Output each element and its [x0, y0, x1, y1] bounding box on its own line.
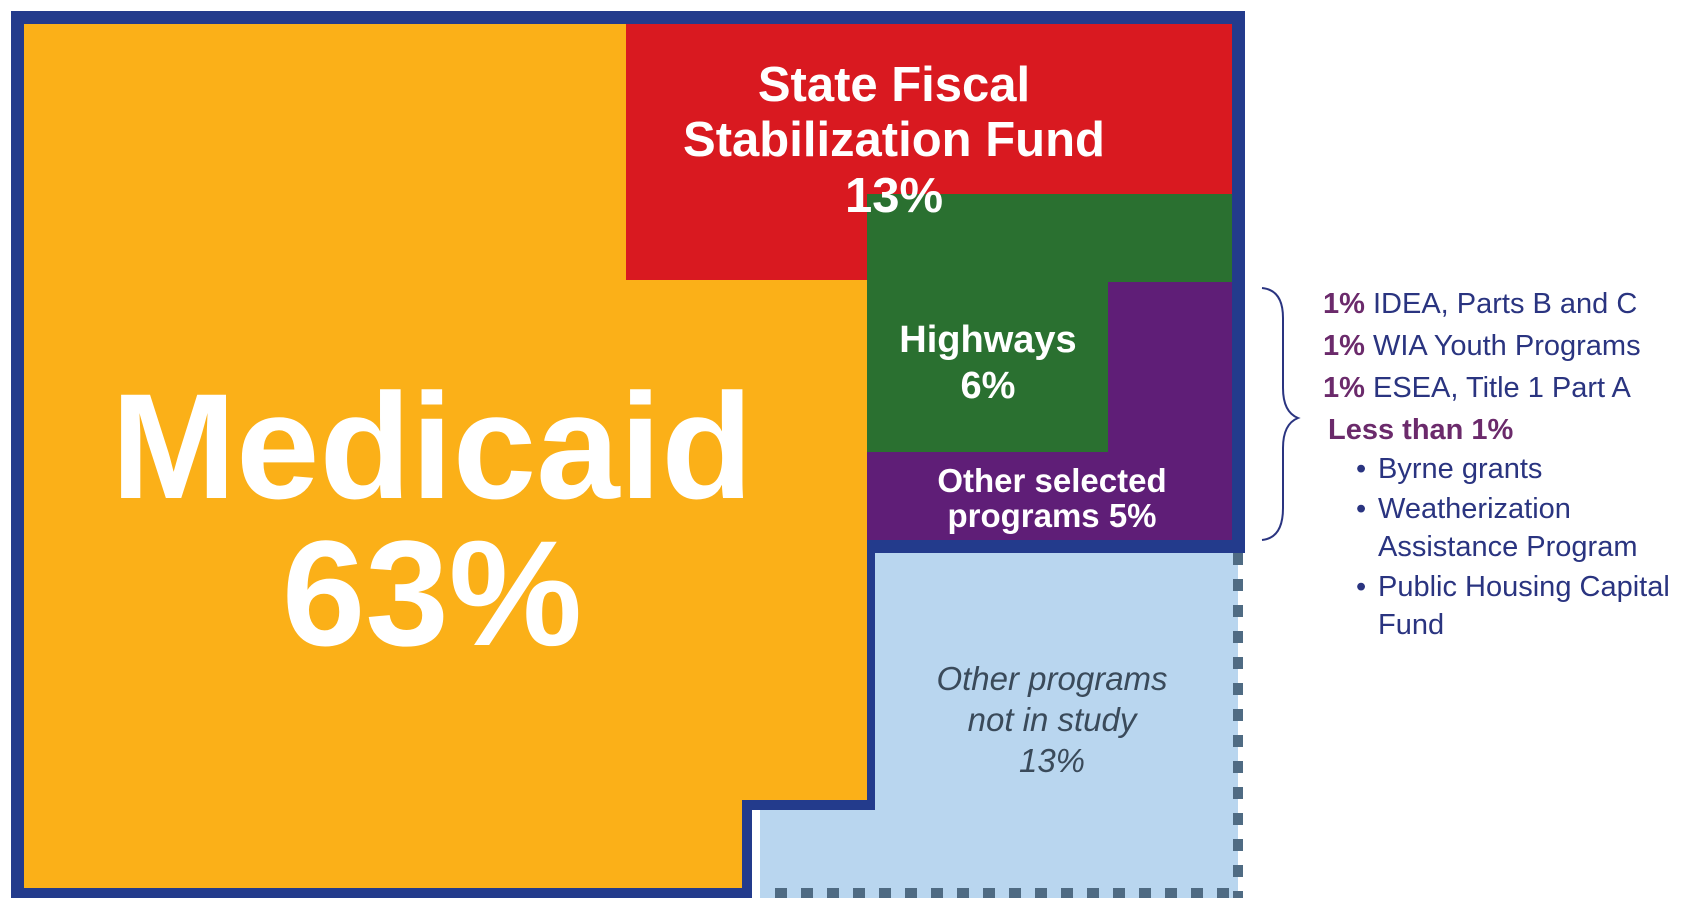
- breakdown-item-idea-pct: 1%: [1323, 288, 1365, 320]
- breakdown-bullet-dot: •: [1356, 493, 1366, 525]
- label-other-not-in-study-line2: not in study: [968, 701, 1139, 738]
- breakdown-bullet-public-housing-line1: Public Housing Capital: [1378, 571, 1670, 603]
- breakdown-bullet-public-housing-line2: Fund: [1378, 609, 1444, 641]
- label-highways-value: 6%: [961, 365, 1016, 407]
- breakdown-brace: [1262, 288, 1298, 540]
- breakdown-list: 1% IDEA, Parts B and C 1% WIA Youth Prog…: [1323, 288, 1670, 641]
- breakdown-item-idea-label: IDEA, Parts B and C: [1373, 288, 1637, 320]
- breakdown-bullet-dot: •: [1356, 453, 1366, 485]
- breakdown-item-esea-pct: 1%: [1323, 372, 1365, 404]
- label-other-selected-line1: Other selected: [937, 462, 1166, 499]
- label-highways-name: Highways: [899, 319, 1076, 361]
- breakdown-less-than-heading: Less than 1%: [1328, 414, 1514, 446]
- label-other-selected-line2: programs 5%: [947, 497, 1156, 534]
- breakdown-item-esea: 1% ESEA, Title 1 Part A: [1323, 372, 1632, 404]
- breakdown-item-wia-pct: 1%: [1323, 330, 1365, 362]
- label-other-not-in-study-line1: Other programs: [936, 660, 1167, 697]
- breakdown-bullet-byrne: Byrne grants: [1378, 453, 1542, 485]
- breakdown-bullet-weatherization-line2: Assistance Program: [1378, 531, 1638, 563]
- breakdown-item-esea-label: ESEA, Title 1 Part A: [1373, 372, 1632, 404]
- label-sfsf-line2: Stabilization Fund: [683, 113, 1105, 167]
- breakdown-item-idea: 1% IDEA, Parts B and C: [1323, 288, 1637, 320]
- breakdown-bullet-weatherization-line1: Weatherization: [1378, 493, 1571, 525]
- breakdown-item-wia: 1% WIA Youth Programs: [1323, 330, 1641, 362]
- breakdown-bullet-dot: •: [1356, 571, 1366, 603]
- label-sfsf-value: 13%: [845, 169, 943, 223]
- label-other-not-in-study-value: 13%: [1019, 742, 1085, 779]
- label-medicaid-value: 63%: [282, 509, 582, 677]
- label-medicaid-name: Medicaid: [111, 362, 753, 530]
- label-sfsf-line1: State Fiscal: [758, 58, 1030, 112]
- breakdown-item-wia-label: WIA Youth Programs: [1373, 330, 1641, 362]
